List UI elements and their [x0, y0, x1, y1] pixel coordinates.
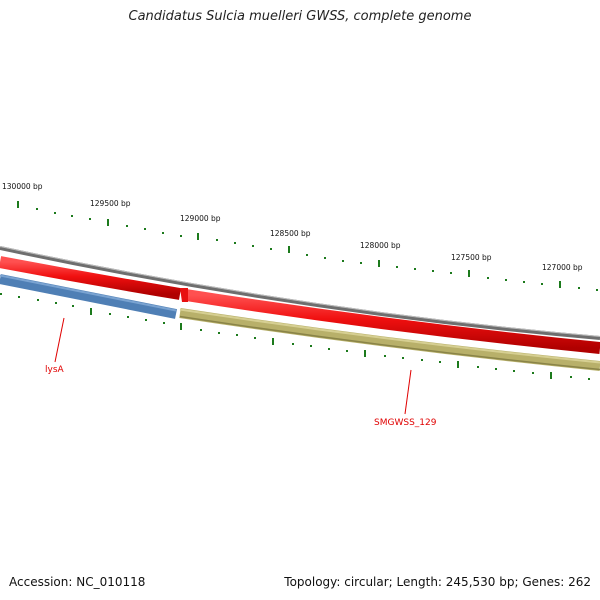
- ruler-label-127500: 127500 bp: [451, 253, 492, 262]
- genome-backbone: [0, 246, 600, 340]
- cds-segment-left: [0, 256, 181, 300]
- gene-label-SMGWSS_129: SMGWSS_129: [374, 418, 437, 428]
- ruler-label-128000: 128000 bp: [360, 241, 401, 250]
- accession-text: Accession: NC_010118: [9, 575, 146, 589]
- outer-ruler: [17, 201, 598, 291]
- inner-ruler: [0, 293, 590, 380]
- ruler-label-128500: 128500 bp: [270, 229, 311, 238]
- gene-label-lysA: lysA: [45, 365, 65, 375]
- ruler-label-130000: 130000 bp: [2, 182, 43, 191]
- gene-lysA: [0, 274, 177, 319]
- lysA-leader: [54, 317, 65, 363]
- SMGWSS_129-leader: [404, 369, 412, 415]
- ruler-label-129500: 129500 bp: [90, 199, 131, 208]
- cds-arrowhead: [180, 288, 188, 302]
- gene-SMGWSS_129: [179, 308, 600, 371]
- cds-segment-right: [185, 289, 600, 354]
- genome-stats-text: Topology: circular; Length: 245,530 bp; …: [284, 575, 591, 589]
- ruler-label-129000: 129000 bp: [180, 214, 221, 223]
- ruler-label-127000: 127000 bp: [542, 263, 583, 272]
- map-title: Candidatus Sulcia muelleri GWSS, complet…: [128, 9, 472, 24]
